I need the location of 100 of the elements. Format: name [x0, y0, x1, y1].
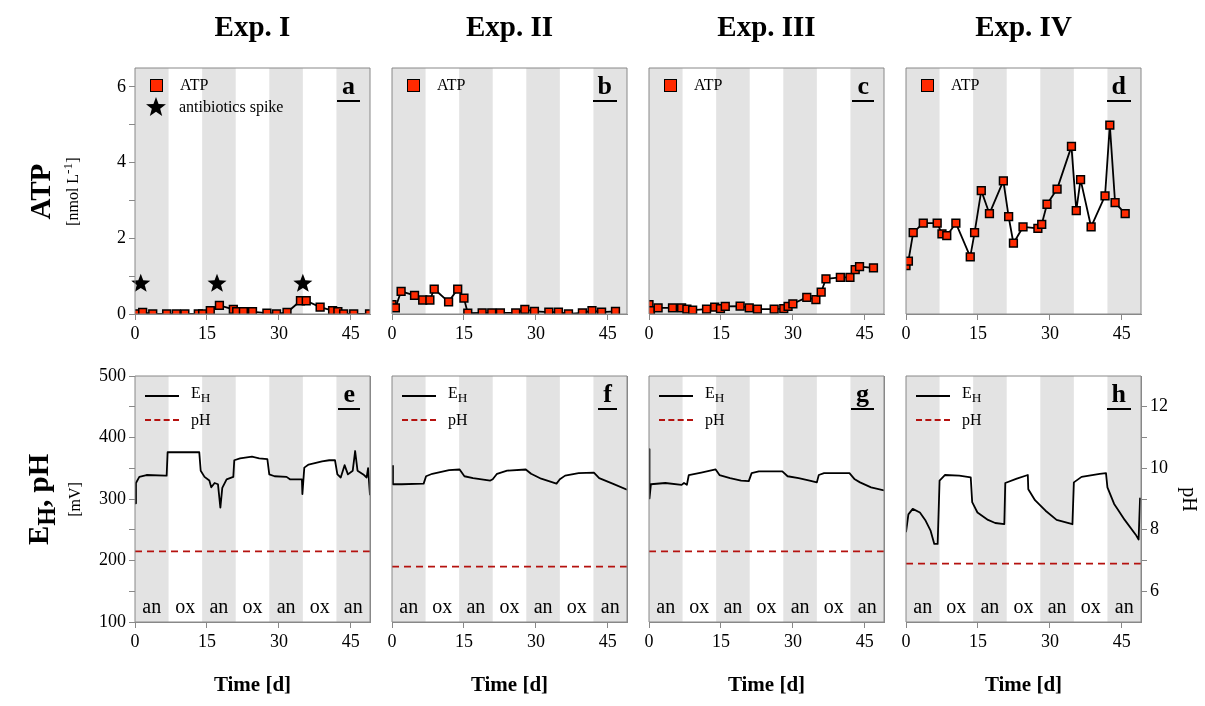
x-tick-label: 45: [1112, 630, 1131, 651]
legend-label: pH: [962, 410, 982, 431]
band-label: an: [399, 595, 419, 618]
chart-title: Exp. IV: [974, 10, 1073, 43]
annotation: ox: [432, 595, 453, 618]
x-tick-label: 0: [130, 322, 140, 343]
legend-label: pH: [191, 410, 211, 431]
x-tick-label: 15: [968, 630, 987, 651]
annotation: ox: [309, 595, 330, 618]
chart-title: Exp. III: [716, 10, 817, 43]
band-label: an: [600, 595, 620, 618]
x-tick-label: 30: [269, 322, 288, 343]
annotation: ox: [175, 595, 196, 618]
band-label: an: [1047, 595, 1067, 618]
x-tick-label: 0: [901, 322, 911, 343]
annotation: b: [592, 71, 617, 102]
x-tick-label: 45: [341, 630, 360, 651]
band-label: an: [790, 595, 810, 618]
x-tick-label: 30: [1040, 630, 1059, 651]
y-tick-label: 4: [117, 151, 126, 172]
x-axis-title: Time [d]: [469, 672, 550, 697]
legend-label: E$_{H}$: [191, 383, 211, 408]
band-label: an: [656, 595, 676, 618]
y-tick-label: 2: [117, 227, 126, 248]
y2-tick-label: 6: [1150, 579, 1159, 600]
annotation: ox: [823, 595, 844, 618]
x-tick-label: 0: [387, 630, 397, 651]
x-tick-label: 45: [598, 630, 617, 651]
x-tick-label: 0: [644, 322, 654, 343]
y-tick-label: 400: [99, 426, 126, 447]
annotation: ox: [499, 595, 520, 618]
x-tick-label: 0: [130, 630, 140, 651]
x-tick-label: 0: [387, 322, 397, 343]
annotation: ox: [566, 595, 587, 618]
annotation: f: [598, 379, 617, 410]
annotation: ox: [1080, 595, 1101, 618]
annotation: ox: [242, 595, 263, 618]
annotation: h: [1106, 379, 1131, 410]
x-axis-title: Time [d]: [726, 672, 807, 697]
annotation: ox: [946, 595, 967, 618]
band-label: an: [466, 595, 486, 618]
band-label: an: [723, 595, 743, 618]
legend-label: ATP: [180, 75, 209, 95]
annotation: ox: [1013, 595, 1034, 618]
x-tick-label: 30: [783, 322, 802, 343]
chart-title: Exp. II: [464, 10, 554, 43]
legend-label: ATP: [951, 75, 980, 95]
band-label: an: [913, 595, 933, 618]
x-tick-label: 30: [269, 630, 288, 651]
legend-label: ATP: [694, 75, 723, 95]
legend-label: E$_{H}$: [962, 383, 982, 408]
y-tick-label: 200: [99, 549, 126, 570]
x-tick-label: 30: [526, 630, 545, 651]
chart-title: Exp. I: [213, 10, 292, 43]
x-tick-label: 45: [855, 322, 874, 343]
x-tick-label: 15: [711, 322, 730, 343]
band-label: an: [857, 595, 877, 618]
y-tick-label: 0: [117, 302, 126, 323]
band-label: an: [343, 595, 363, 618]
y-tick-label: 6: [117, 75, 126, 96]
legend-label: pH: [448, 410, 468, 431]
x-tick-label: 30: [526, 322, 545, 343]
y2-axis-title: pH: [1177, 486, 1201, 512]
band-label: an: [533, 595, 553, 618]
legend-label: pH: [705, 410, 725, 431]
legend-label: E$_{H}$: [448, 383, 468, 408]
annotation: ox: [756, 595, 777, 618]
x-tick-label: 45: [598, 322, 617, 343]
annotation: c: [852, 71, 874, 102]
y2-tick-label: 12: [1150, 395, 1168, 416]
band-label: an: [209, 595, 229, 618]
band-label: an: [142, 595, 162, 618]
x-tick-label: 15: [454, 322, 473, 343]
y-tick-label: 500: [99, 364, 126, 385]
legend-label: antibiotics spike: [179, 97, 284, 118]
x-tick-label: 30: [1040, 322, 1059, 343]
x-tick-label: 45: [341, 322, 360, 343]
annotation: ox: [689, 595, 710, 618]
y-tick-label: 100: [99, 610, 126, 631]
y2-tick-label: 8: [1150, 518, 1159, 539]
x-tick-label: 15: [968, 322, 987, 343]
x-tick-label: 45: [1112, 322, 1131, 343]
x-tick-label: 15: [197, 630, 216, 651]
x-tick-label: 45: [855, 630, 874, 651]
y2-tick-label: 10: [1150, 456, 1168, 477]
annotation: d: [1106, 71, 1131, 102]
band-label: an: [980, 595, 1000, 618]
x-tick-label: 15: [711, 630, 730, 651]
annotation: a: [337, 71, 360, 102]
x-tick-label: 0: [644, 630, 654, 651]
x-axis-title: Time [d]: [983, 672, 1064, 697]
x-axis-title: Time [d]: [212, 672, 293, 697]
annotation: g: [851, 379, 874, 410]
x-tick-label: 30: [783, 630, 802, 651]
annotation: e: [338, 379, 360, 410]
x-tick-label: 15: [197, 322, 216, 343]
band-label: an: [1114, 595, 1134, 618]
legend-label: E$_{H}$: [705, 383, 725, 408]
legend-label: ATP: [437, 75, 466, 95]
x-tick-label: 15: [454, 630, 473, 651]
